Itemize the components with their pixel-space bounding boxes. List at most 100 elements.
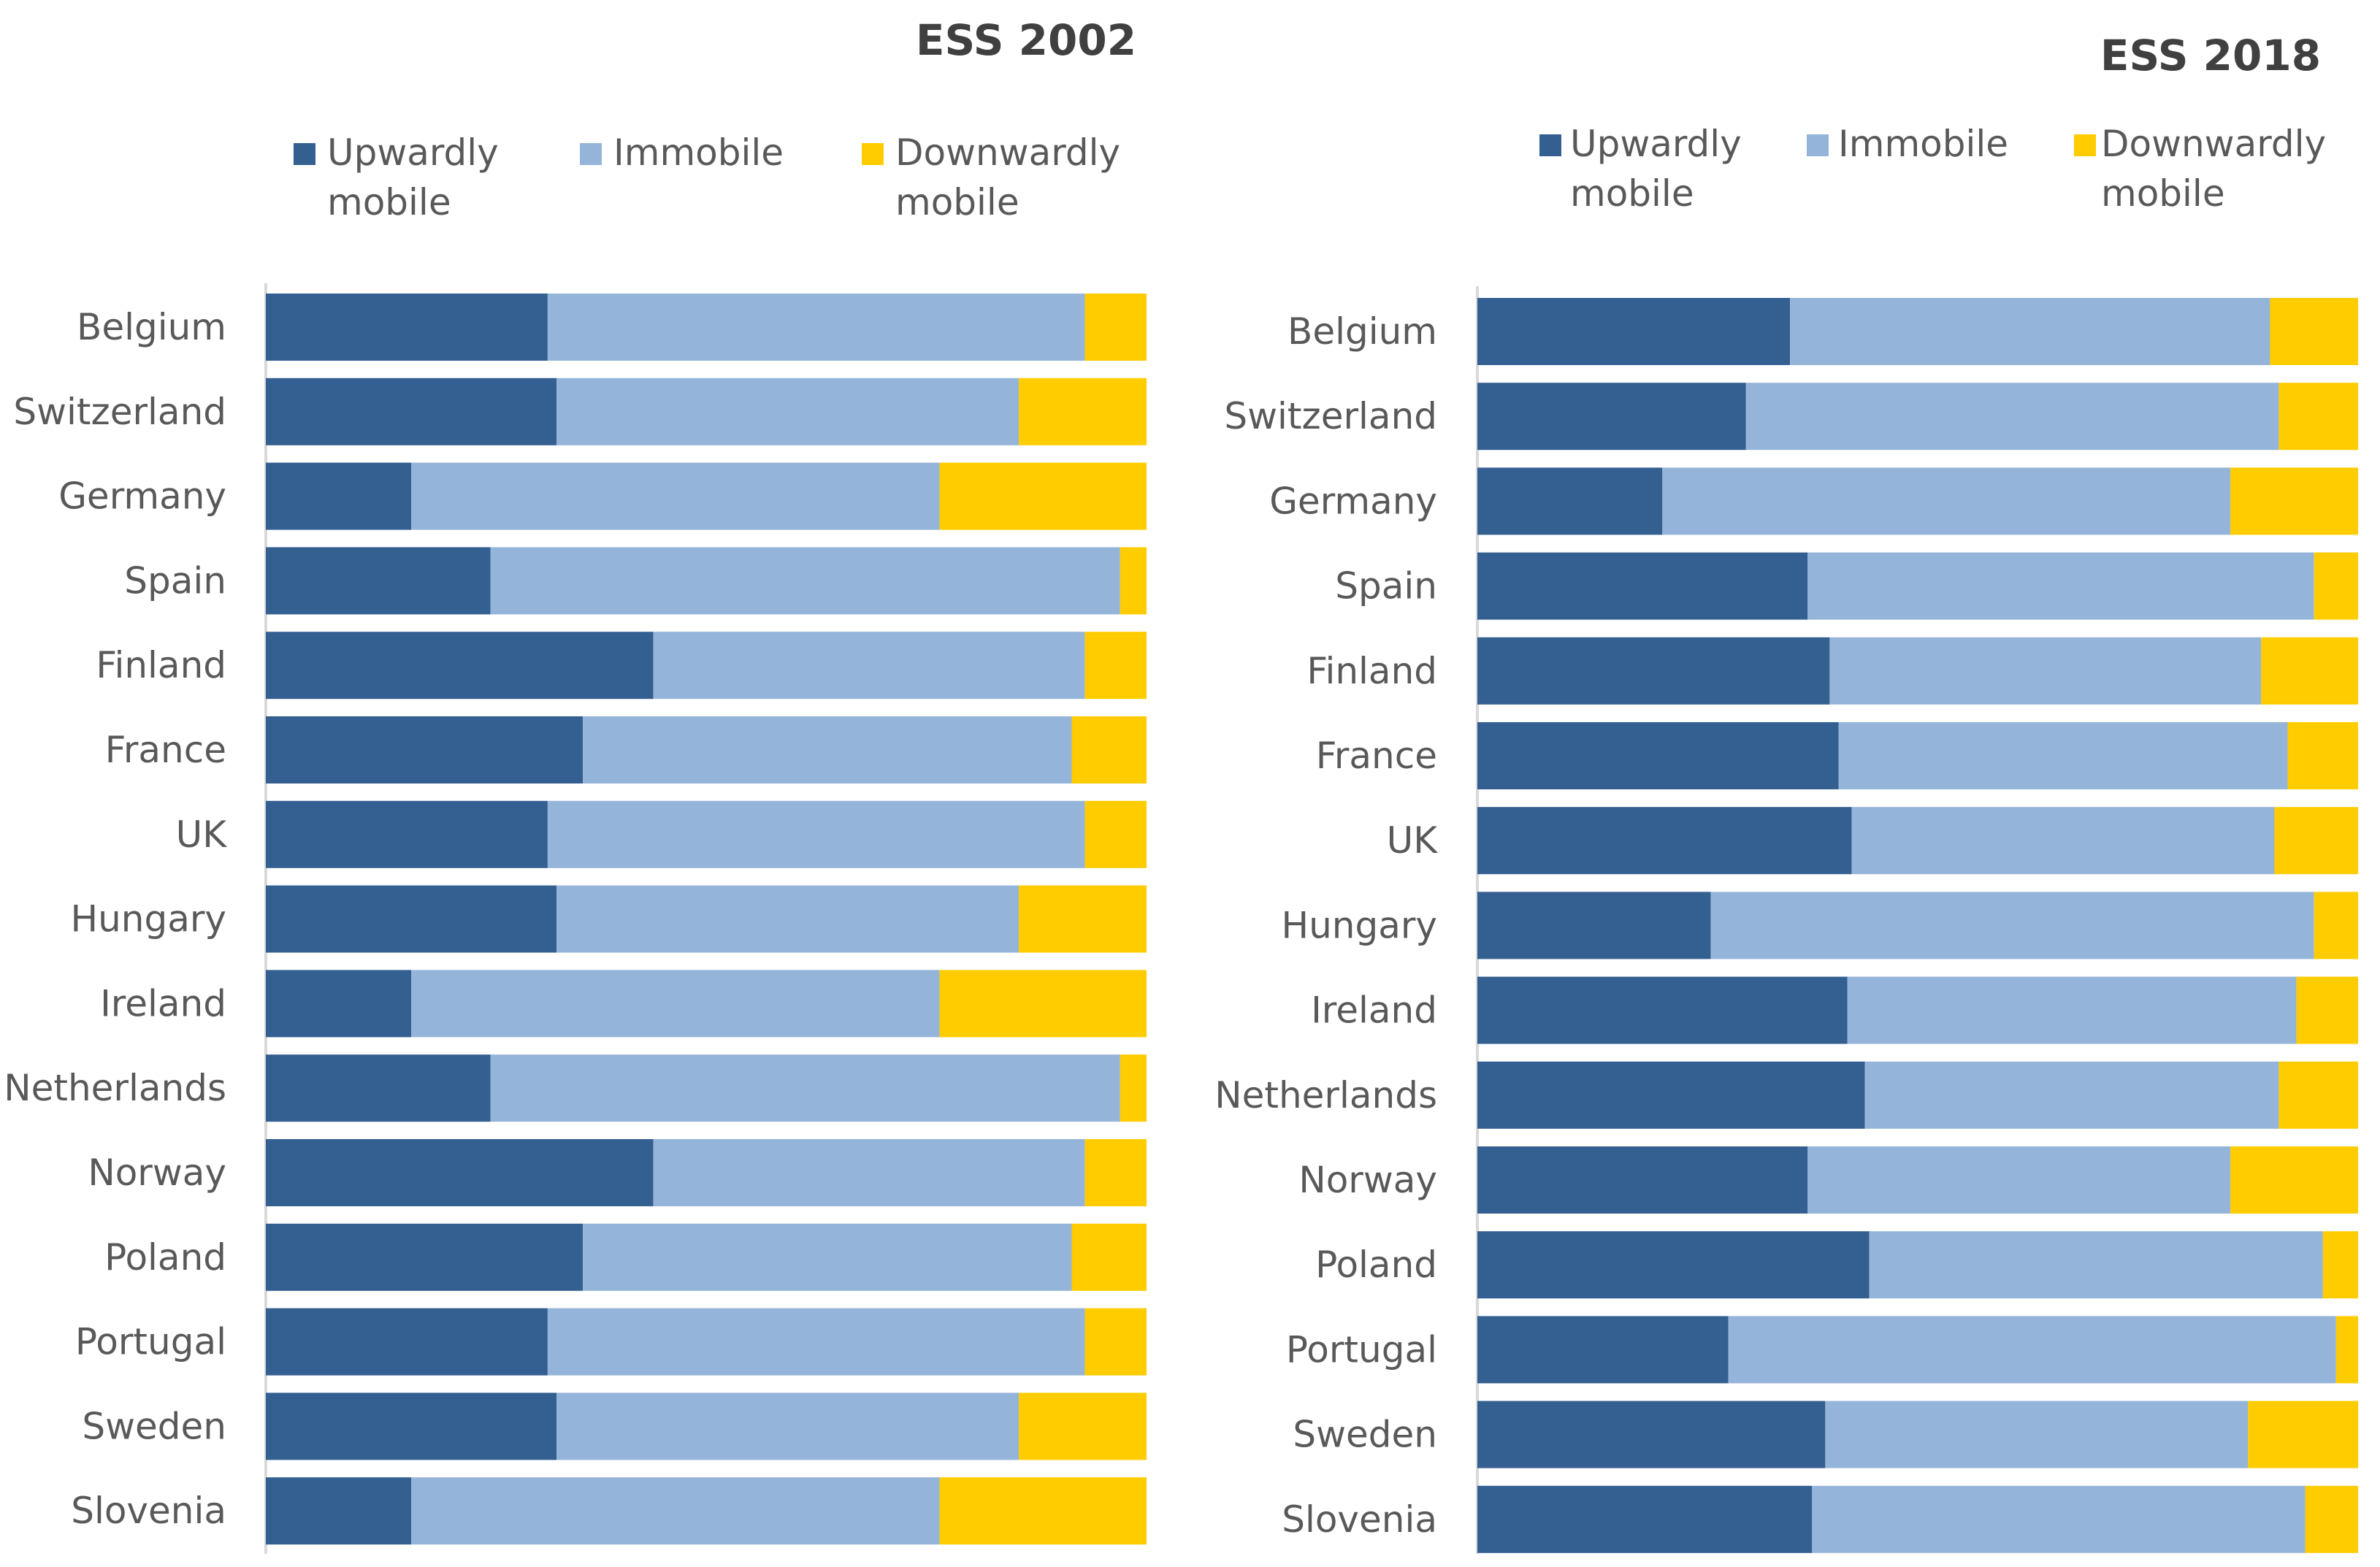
bar-downwardly-mobile-germany bbox=[939, 462, 1147, 530]
legend-swatch bbox=[2074, 134, 2096, 156]
bar-row-netherlands bbox=[266, 1054, 1147, 1122]
bar-immobile-netherlands bbox=[1864, 1061, 2279, 1129]
bar-immobile-switzerland bbox=[1745, 383, 2279, 451]
category-label-poland: Poland bbox=[104, 1236, 226, 1279]
bar-immobile-sweden bbox=[1825, 1401, 2249, 1468]
category-label-slovenia: Slovenia bbox=[71, 1490, 226, 1532]
bar-immobile-ireland bbox=[411, 970, 940, 1038]
bar-immobile-germany bbox=[1662, 467, 2231, 535]
bar-row-portugal bbox=[266, 1308, 1147, 1376]
category-label-poland: Poland bbox=[1315, 1244, 1437, 1286]
legend-item-downwardly-mobile: Downwardly mobile bbox=[2074, 123, 2326, 215]
legend-swatch bbox=[1807, 134, 1829, 156]
bar-immobile-belgium bbox=[547, 294, 1085, 361]
category-label-hungary: Hungary bbox=[70, 898, 226, 940]
bar-downwardly-mobile-slovenia bbox=[939, 1477, 1147, 1545]
bar-downwardly-mobile-norway bbox=[2230, 1146, 2358, 1214]
bar-downwardly-mobile-france bbox=[2287, 722, 2358, 789]
bar-immobile-spain bbox=[1807, 552, 2314, 620]
category-label-belgium: Belgium bbox=[1287, 310, 1437, 353]
bar-immobile-portugal bbox=[547, 1308, 1085, 1376]
legend-label: mobile bbox=[1570, 172, 1694, 215]
bar-row-switzerland bbox=[1477, 383, 2358, 451]
bar-upwardly-mobile-switzerland bbox=[266, 378, 556, 445]
category-label-portugal: Portugal bbox=[75, 1321, 226, 1363]
bar-downwardly-mobile-spain bbox=[2314, 552, 2358, 620]
category-label-switzerland: Switzerland bbox=[13, 391, 226, 433]
bar-upwardly-mobile-finland bbox=[266, 632, 654, 700]
bar-row-norway bbox=[1477, 1146, 2358, 1214]
bar-upwardly-mobile-finland bbox=[1477, 637, 1830, 705]
category-label-norway: Norway bbox=[1298, 1159, 1437, 1201]
bar-immobile-slovenia bbox=[1812, 1485, 2306, 1553]
bar-immobile-norway bbox=[1807, 1146, 2231, 1214]
chart-title: ESS 2002 bbox=[916, 15, 1136, 65]
category-label-spain: Spain bbox=[1335, 565, 1437, 608]
category-label-france: France bbox=[105, 729, 226, 771]
legend-swatch bbox=[580, 143, 602, 165]
legend-label: Upwardly bbox=[327, 131, 499, 174]
legend-item-downwardly-mobile: Downwardly mobile bbox=[862, 131, 1120, 223]
bar-row-uk bbox=[266, 800, 1147, 868]
category-label-sweden: Sweden bbox=[82, 1405, 226, 1447]
bar-upwardly-mobile-hungary bbox=[1477, 892, 1711, 959]
bar-downwardly-mobile-norway bbox=[1084, 1139, 1147, 1206]
bar-downwardly-mobile-netherlands bbox=[2278, 1061, 2358, 1129]
chart-title: ESS 2018 bbox=[2100, 31, 2321, 80]
bar-upwardly-mobile-ireland bbox=[266, 970, 411, 1038]
bar-upwardly-mobile-belgium bbox=[266, 294, 548, 361]
bar-row-sweden bbox=[1477, 1401, 2359, 1468]
bar-downwardly-mobile-netherlands bbox=[1120, 1054, 1147, 1122]
bar-row-poland bbox=[266, 1223, 1147, 1291]
category-label-germany: Germany bbox=[58, 475, 226, 518]
bar-immobile-france bbox=[583, 716, 1072, 784]
bar-immobile-spain bbox=[490, 547, 1120, 615]
legend-item-immobile: Immobile bbox=[1807, 123, 2008, 165]
legend-label: mobile bbox=[895, 181, 1019, 223]
bar-downwardly-mobile-uk bbox=[2274, 807, 2358, 875]
bar-row-belgium bbox=[1477, 298, 2358, 365]
category-label-finland: Finland bbox=[96, 644, 226, 686]
bar-downwardly-mobile-poland bbox=[2322, 1231, 2358, 1299]
category-label-switzerland: Switzerland bbox=[1224, 395, 1437, 437]
category-label-netherlands: Netherlands bbox=[4, 1067, 226, 1109]
bar-row-germany bbox=[266, 462, 1147, 530]
bar-upwardly-mobile-uk bbox=[266, 800, 548, 868]
bar-row-germany bbox=[1477, 467, 2358, 535]
bar-upwardly-mobile-slovenia bbox=[266, 1477, 411, 1545]
bar-immobile-france bbox=[1838, 722, 2288, 789]
bar-downwardly-mobile-sweden bbox=[2248, 1401, 2359, 1468]
legend-swatch bbox=[1539, 134, 1561, 156]
category-label-norway: Norway bbox=[88, 1152, 226, 1194]
bar-downwardly-mobile-sweden bbox=[1019, 1392, 1147, 1460]
bar-upwardly-mobile-sweden bbox=[266, 1392, 556, 1460]
bar-upwardly-mobile-spain bbox=[1477, 552, 1808, 620]
bar-upwardly-mobile-netherlands bbox=[266, 1054, 491, 1122]
bar-immobile-hungary bbox=[556, 885, 1019, 953]
bar-immobile-belgium bbox=[1790, 298, 2270, 365]
bar-downwardly-mobile-switzerland bbox=[2278, 383, 2358, 451]
bar-upwardly-mobile-hungary bbox=[266, 885, 556, 953]
bar-immobile-poland bbox=[1869, 1231, 2323, 1299]
legend-swatch bbox=[862, 143, 884, 165]
legend-label: Downwardly bbox=[2101, 123, 2326, 165]
bar-downwardly-mobile-germany bbox=[2230, 467, 2358, 535]
bar-row-spain bbox=[1477, 552, 2358, 620]
bar-immobile-norway bbox=[653, 1139, 1085, 1206]
bar-row-switzerland bbox=[266, 378, 1147, 445]
bar-row-portugal bbox=[1477, 1316, 2358, 1384]
bar-immobile-portugal bbox=[1728, 1316, 2336, 1384]
bar-upwardly-mobile-slovenia bbox=[1477, 1485, 1813, 1553]
bar-downwardly-mobile-uk bbox=[1084, 800, 1147, 868]
bar-row-netherlands bbox=[1477, 1061, 2358, 1129]
bar-immobile-hungary bbox=[1710, 892, 2314, 959]
category-label-slovenia: Slovenia bbox=[1282, 1498, 1437, 1541]
category-label-spain: Spain bbox=[124, 559, 226, 602]
category-label-sweden: Sweden bbox=[1293, 1414, 1437, 1456]
bar-downwardly-mobile-finland bbox=[1084, 632, 1147, 700]
bar-upwardly-mobile-poland bbox=[266, 1223, 583, 1291]
bar-upwardly-mobile-germany bbox=[1477, 467, 1663, 535]
bar-row-finland bbox=[266, 632, 1147, 700]
bar-row-sweden bbox=[266, 1392, 1147, 1460]
bar-upwardly-mobile-spain bbox=[266, 547, 491, 615]
